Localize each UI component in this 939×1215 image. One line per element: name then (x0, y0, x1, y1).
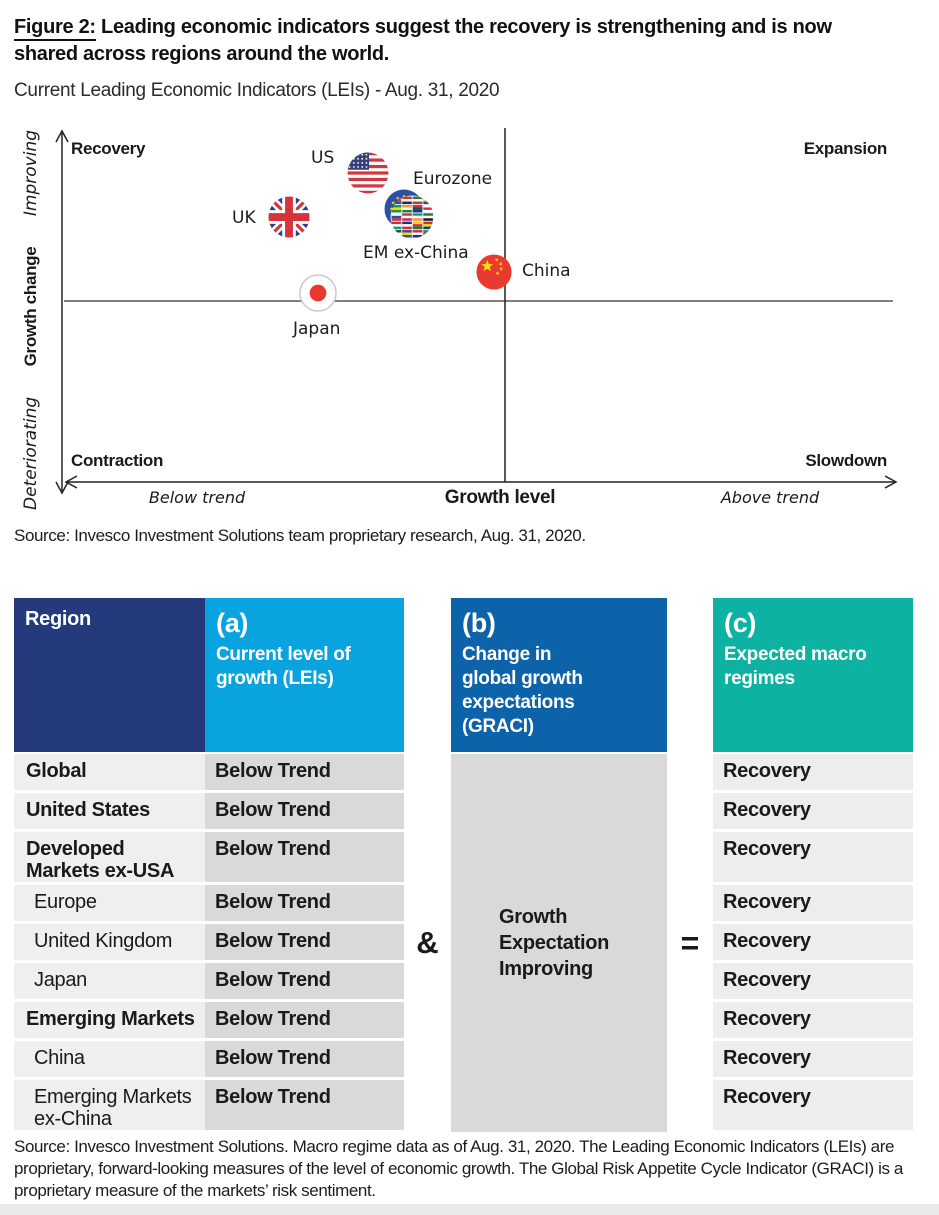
table-row: Developed Markets ex-USA Below Trend (14, 832, 404, 882)
graci-merged-cell: Growth Expectation Improving (451, 754, 667, 1132)
col-a-tag: (a) (216, 608, 249, 638)
region-cell: Japan (14, 963, 205, 999)
x-axis-title: Growth level (444, 487, 556, 508)
graci-cell-text: Growth Expectation Improving (499, 906, 610, 980)
expected-regime-cell: Recovery (713, 1080, 913, 1130)
region-cell: China (14, 1041, 205, 1077)
region-cell: Emerging Markets (14, 1002, 205, 1038)
chart-point-label: Japan (293, 319, 341, 339)
col-c-tag: (c) (724, 608, 757, 638)
expected-regime-cell: Recovery (713, 793, 913, 829)
table-row: China Below Trend (14, 1041, 404, 1077)
growth-level-cell: Below Trend (205, 885, 404, 921)
growth-level-cell: Below Trend (205, 1080, 404, 1130)
table-header-col-b: (b) Change in global growth expectations… (451, 598, 667, 752)
growth-level-cell: Below Trend (205, 754, 404, 790)
table-row: Global Below Trend (14, 754, 404, 790)
china-flag-icon (476, 254, 512, 290)
expected-regime-cell: Recovery (713, 754, 913, 790)
region-cell: Europe (14, 885, 205, 921)
y-axis-bottom-label: Deteriorating (21, 396, 41, 510)
growth-level-cell: Below Trend (205, 1002, 404, 1038)
chart-point-label: China (522, 261, 571, 281)
expected-regime-cell: Recovery (713, 832, 913, 882)
growth-level-cell: Below Trend (205, 832, 404, 882)
chart-source: Source: Invesco Investment Solutions tea… (14, 526, 586, 545)
page-bottom-bar (0, 1204, 939, 1215)
expected-regime-cell: Recovery (713, 963, 913, 999)
col-b-tag: (b) (462, 608, 496, 638)
region-cell: Developed Markets ex-USA (14, 832, 205, 882)
ampersand-operator: & (416, 925, 439, 960)
expected-regime-cell: Recovery (713, 1041, 913, 1077)
table-row: Emerging Markets Below Trend (14, 1002, 404, 1038)
y-axis-title-text: Growth change (21, 246, 40, 367)
region-cell: Global (14, 754, 205, 790)
us-flag-icon (347, 152, 389, 194)
y-axis-title: Deteriorating Growth change Improving (16, 130, 46, 510)
col-a-label: Current level of growth (LEIs) (216, 644, 351, 689)
table-header-col-a: (a) Current level of growth (LEIs) (205, 598, 404, 752)
y-axis-top-label: Improving (21, 130, 41, 217)
table-row: Japan Below Trend (14, 963, 404, 999)
chart-subtitle: Current Leading Economic Indicators (LEI… (14, 80, 500, 101)
quadrant-label-slowdown: Slowdown (805, 451, 887, 470)
quadrant-label-recovery: Recovery (71, 139, 146, 158)
figure-title-line1: Leading economic indicators suggest the … (101, 16, 832, 38)
chart-point-label: Eurozone (413, 169, 493, 189)
table-header-col-c: (c) Expected macro regimes (713, 598, 913, 752)
quadrant-label-expansion: Expansion (803, 139, 888, 158)
table-source: Source: Invesco Investment Solutions. Ma… (14, 1137, 903, 1200)
expected-regime-cell: Recovery (713, 924, 913, 960)
expected-regime-column: Recovery Recovery Recovery Recovery Recovery… (713, 754, 913, 1130)
japan-flag-icon (299, 274, 337, 312)
uk-flag-icon (268, 196, 310, 238)
chart-point-label: EM ex-China (363, 243, 469, 263)
growth-level-cell: Below Trend (205, 1041, 404, 1077)
quadrant-label-contraction: Contraction (71, 451, 164, 470)
region-and-growth-columns: Global Below Trend United States Below Tren… (14, 754, 404, 1130)
figure-title-line2: shared across regions around the world. (14, 43, 390, 65)
table-header-region: Region (14, 598, 205, 752)
region-cell: United Kingdom (14, 924, 205, 960)
x-axis-right-label: Above trend (720, 488, 820, 507)
growth-level-cell: Below Trend (205, 963, 404, 999)
figure-title: Figure 2: Leading economic indicators su… (14, 14, 894, 68)
col-c-label: Expected macro regimes (724, 644, 867, 689)
chart-point-label: US (311, 148, 335, 168)
world-flags-globe-icon (390, 195, 434, 239)
growth-level-cell: Below Trend (205, 924, 404, 960)
table-row: United States Below Trend (14, 793, 404, 829)
table-row: Emerging Markets ex-China Below Trend (14, 1080, 404, 1130)
region-cell: Emerging Markets ex-China (14, 1080, 205, 1130)
region-cell: United States (14, 793, 205, 829)
expected-regime-cell: Recovery (713, 1002, 913, 1038)
growth-level-cell: Below Trend (205, 793, 404, 829)
figure-label: Figure 2: (14, 16, 96, 41)
table-row: United Kingdom Below Trend (14, 924, 404, 960)
col-b-label: Change in global growth expectations (GR… (462, 644, 583, 737)
x-axis-left-label: Below trend (148, 488, 246, 507)
expected-regime-cell: Recovery (713, 885, 913, 921)
equals-operator: = (680, 924, 700, 961)
table-row: Europe Below Trend (14, 885, 404, 921)
chart-point-label: UK (232, 208, 256, 228)
